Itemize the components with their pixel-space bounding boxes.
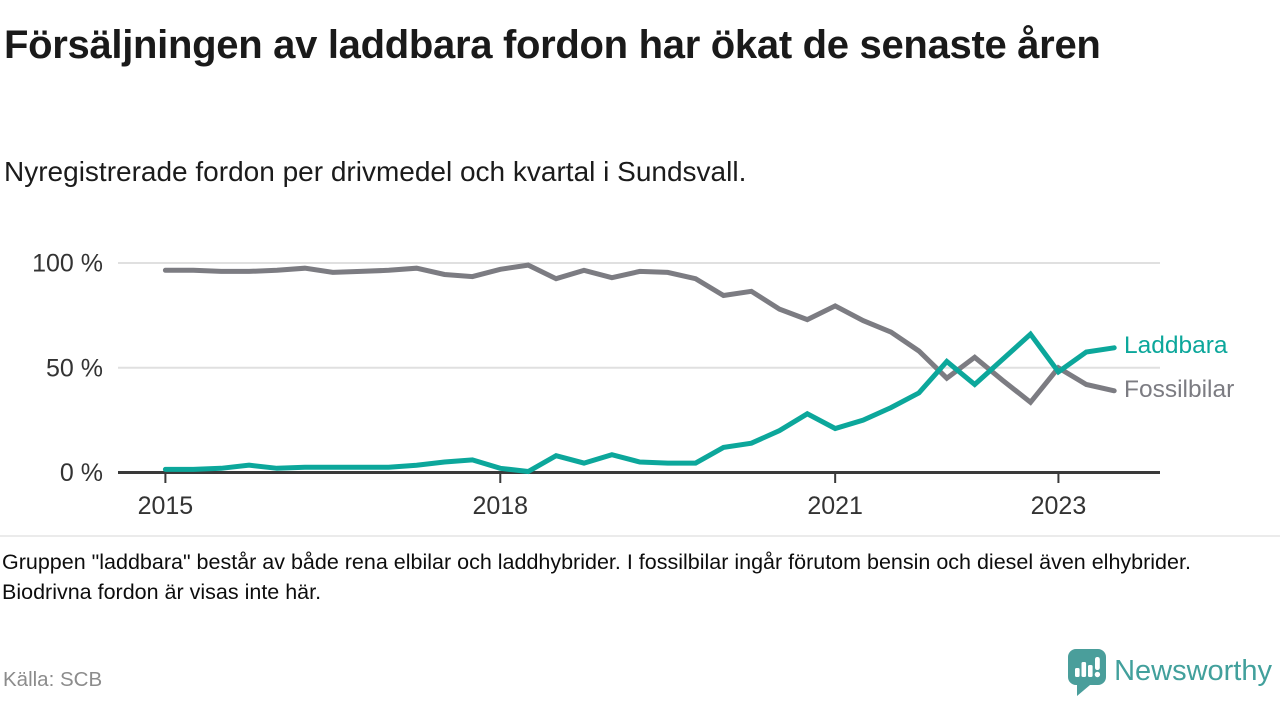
x-tick-label-2021: 2021 [807, 492, 863, 520]
newsworthy-logo-icon [1068, 649, 1107, 696]
page-subtitle: Nyregistrerade fordon per drivmedel och … [4, 156, 747, 187]
chart-footnote: Gruppen "laddbara" består av både rena e… [2, 550, 1191, 604]
page-title: Försäljningen av laddbara fordon har öka… [4, 23, 1101, 67]
legend-label-laddbara: Laddbara [1124, 332, 1228, 359]
x-tick-label-2018: 2018 [472, 492, 528, 520]
y-tick-label-50: 50 % [46, 354, 103, 382]
x-tick-label-2015: 2015 [138, 492, 194, 520]
y-tick-label-0: 0 % [60, 459, 103, 487]
line-chart: 100 % 50 % 0 % 2015 2018 2021 2023 Laddbara Fo… [0, 230, 1280, 530]
y-tick-label-100: 100 % [32, 250, 103, 278]
newsworthy-logo-text: Newsworthy [1114, 655, 1272, 687]
x-tick-label-2023: 2023 [1031, 492, 1087, 520]
series-line-laddbara [162, 330, 1117, 475]
source-label: Källa: SCB [3, 668, 103, 691]
divider-line [0, 535, 1280, 537]
line-chart-canvas: 100 % 50 % 0 % 2015 2018 2021 2023 [32, 250, 1160, 520]
newsworthy-logo: Newsworthy [1068, 649, 1272, 699]
legend-label-fossilbilar: Fossilbilar [1124, 376, 1235, 403]
